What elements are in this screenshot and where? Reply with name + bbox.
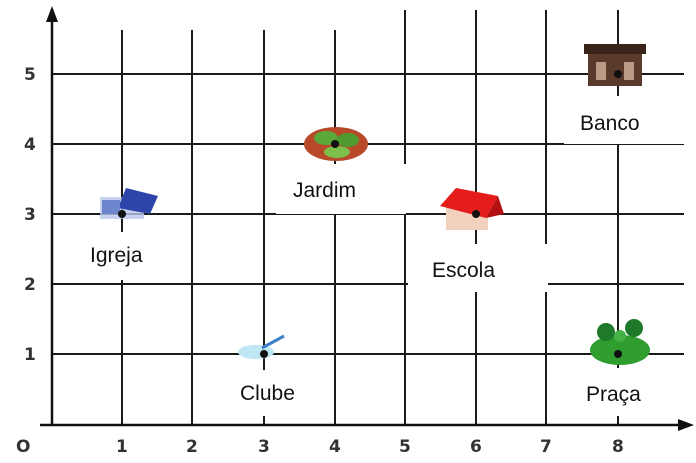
label-clube: Clube xyxy=(240,382,295,405)
church-icon xyxy=(100,188,158,219)
label-banco: Banco xyxy=(580,112,640,135)
label-escola: Escola xyxy=(432,259,495,282)
x-tick-5: 5 xyxy=(399,437,411,457)
point-jardim xyxy=(331,140,339,148)
label-igreja: Igreja xyxy=(90,244,143,267)
y-tick-5: 5 xyxy=(24,65,36,85)
label-praca: Praça xyxy=(586,383,641,406)
y-tick-3: 3 xyxy=(24,205,36,225)
school-icon xyxy=(440,188,504,230)
x-tick-8: 8 xyxy=(612,437,624,457)
y-tick-2: 2 xyxy=(24,275,36,295)
place-jardim: Jardim xyxy=(276,127,406,214)
place-clube: Clube xyxy=(222,334,330,416)
tick-labels: O 1 2 3 4 5 6 7 8 1 2 3 4 5 xyxy=(16,65,624,457)
x-tick-2: 2 xyxy=(186,437,198,457)
y-tick-4: 4 xyxy=(24,135,36,155)
y-axis-arrow xyxy=(46,6,58,22)
point-banco xyxy=(614,70,622,78)
square-trees-icon xyxy=(590,319,650,365)
place-igreja: Igreja xyxy=(70,188,180,280)
label-jardim: Jardim xyxy=(293,179,356,202)
point-escola xyxy=(472,210,480,218)
origin-label: O xyxy=(16,437,30,457)
place-escola: Escola xyxy=(408,188,548,292)
place-banco: Banco xyxy=(564,44,688,144)
bank-icon xyxy=(584,44,646,86)
x-axis-arrow xyxy=(678,419,694,431)
point-praca xyxy=(614,350,622,358)
point-clube xyxy=(260,350,268,358)
x-tick-6: 6 xyxy=(470,437,482,457)
x-tick-4: 4 xyxy=(329,437,341,457)
axes xyxy=(40,6,694,431)
y-tick-1: 1 xyxy=(24,345,36,365)
x-tick-7: 7 xyxy=(540,437,552,457)
x-tick-1: 1 xyxy=(116,437,128,457)
x-tick-3: 3 xyxy=(258,437,270,457)
point-igreja xyxy=(118,210,126,218)
place-praca: Praça xyxy=(566,319,688,416)
